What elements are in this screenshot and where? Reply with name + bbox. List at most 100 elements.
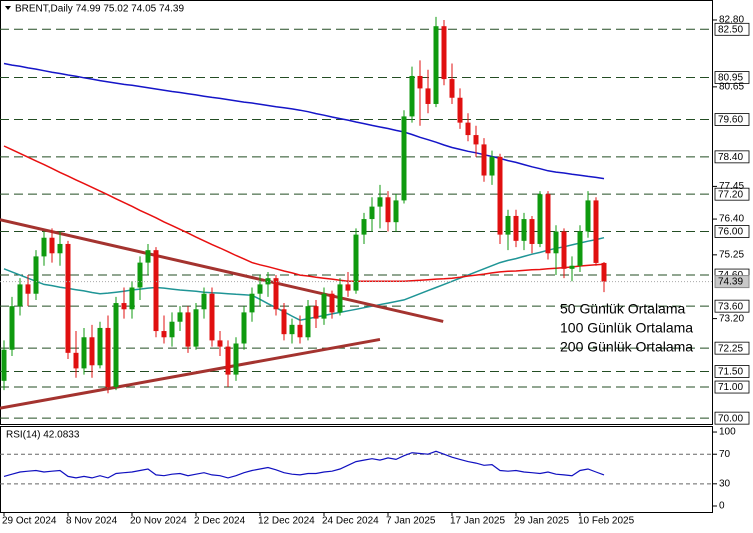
candle-body (337, 284, 343, 313)
level-box (714, 365, 750, 378)
x-tick-label: 8 Nov 2024 (66, 516, 118, 527)
x-tick-label: 2 Dec 2024 (194, 516, 246, 527)
candle-body (593, 200, 599, 263)
candle-body (369, 206, 375, 220)
candle-body (153, 250, 159, 332)
main-frame (0, 0, 713, 425)
level-label: 71.00 (718, 382, 743, 393)
candle-body (585, 200, 591, 232)
level-box (714, 113, 750, 126)
candle-body (513, 215, 519, 241)
candle-body (449, 79, 455, 98)
candle-body (161, 331, 167, 338)
candle-body (145, 250, 151, 263)
candle-body (281, 309, 287, 335)
candle-body (121, 303, 127, 310)
candle-body (481, 144, 487, 176)
trendline (0, 218, 444, 323)
candle-body (353, 234, 359, 291)
level-box (714, 71, 750, 84)
y-tick-label: 76.40 (719, 214, 744, 225)
candle-body (321, 293, 327, 319)
candle-body (113, 303, 119, 388)
level-label: 80.95 (718, 73, 743, 84)
candle-body (41, 237, 47, 257)
last-price-label: 74.39 (718, 277, 743, 288)
candle-body (505, 215, 511, 235)
x-tick-label: 24 Dec 2024 (322, 516, 379, 527)
candle-body (537, 194, 543, 244)
level-box (714, 22, 750, 36)
trendline (0, 337, 381, 410)
level-label: 76.00 (718, 227, 743, 238)
legend-entry: 200 Günlük Ortalama (560, 339, 693, 355)
x-tick-label: 29 Jan 2025 (514, 516, 569, 527)
level-label: 82.50 (718, 24, 743, 35)
candle-body (553, 231, 559, 254)
candle-body (257, 284, 263, 294)
candle-body (57, 243, 63, 254)
y-tick-label: 75.25 (719, 249, 744, 260)
candle-body (105, 327, 111, 388)
rsi-title: RSI(14) 42.0833 (6, 430, 80, 441)
candle-body (25, 284, 31, 294)
candle-body (305, 306, 311, 338)
x-tick-label: 10 Feb 2025 (578, 516, 635, 527)
candle-body (329, 293, 335, 313)
candle-body (73, 352, 79, 369)
candle-body (457, 97, 463, 123)
level-label: 70.00 (718, 413, 743, 424)
x-tick-label: 29 Oct 2024 (2, 516, 57, 527)
level-box (714, 380, 750, 394)
moving-average-line (3, 62, 605, 180)
candle-body (345, 284, 351, 291)
candle-body (97, 327, 103, 366)
candle-body (241, 312, 247, 344)
chart-title: BRENT,Daily 74.99 75.02 74.05 74.39 (15, 4, 184, 15)
candle-body (569, 265, 575, 269)
candle-body (425, 88, 431, 104)
candle-body (33, 256, 39, 294)
level-box (714, 341, 750, 355)
candle-body (249, 293, 255, 313)
candle-body (441, 26, 447, 80)
candle-body (137, 262, 143, 288)
candle-body (17, 284, 23, 307)
candle-body (601, 262, 607, 282)
moving-average-line (3, 145, 605, 283)
candle-body (377, 197, 383, 207)
y-tick-label: 80.65 (719, 81, 744, 92)
level-label: 78.40 (718, 152, 743, 163)
candle-body (129, 287, 135, 310)
candle-body (289, 324, 295, 335)
candle-body (233, 343, 239, 375)
candle-body (225, 346, 231, 375)
candle-body (89, 337, 95, 366)
candle-body (273, 278, 279, 310)
last-price-box (714, 275, 750, 289)
legend-entry: 100 Günlük Ortalama (560, 320, 693, 336)
candle-body (201, 293, 207, 310)
candle-body (81, 337, 87, 369)
moving-average-line (3, 236, 605, 321)
candle-body (473, 135, 479, 145)
x-tick-label: 7 Jan 2025 (386, 516, 436, 527)
level-box (714, 299, 750, 313)
candle-body (65, 243, 71, 353)
candle-body (193, 309, 199, 347)
legend-entry: 50 Günlük Ortalama (560, 301, 685, 317)
candle-body (385, 197, 391, 223)
x-tick-label: 20 Nov 2024 (130, 516, 187, 527)
y-tick-label: 73.20 (719, 313, 744, 324)
candle-body (577, 231, 583, 266)
level-label: 71.50 (718, 367, 743, 378)
y-tick-label: 30 (719, 478, 731, 489)
level-label: 72.25 (718, 343, 743, 354)
candle-body (401, 116, 407, 201)
candle-body (497, 156, 503, 235)
candle-body (217, 340, 223, 347)
rsi-frame (0, 426, 713, 513)
candle-body (1, 349, 7, 381)
x-tick-label: 17 Jan 2025 (450, 516, 505, 527)
candle-body (521, 219, 527, 241)
